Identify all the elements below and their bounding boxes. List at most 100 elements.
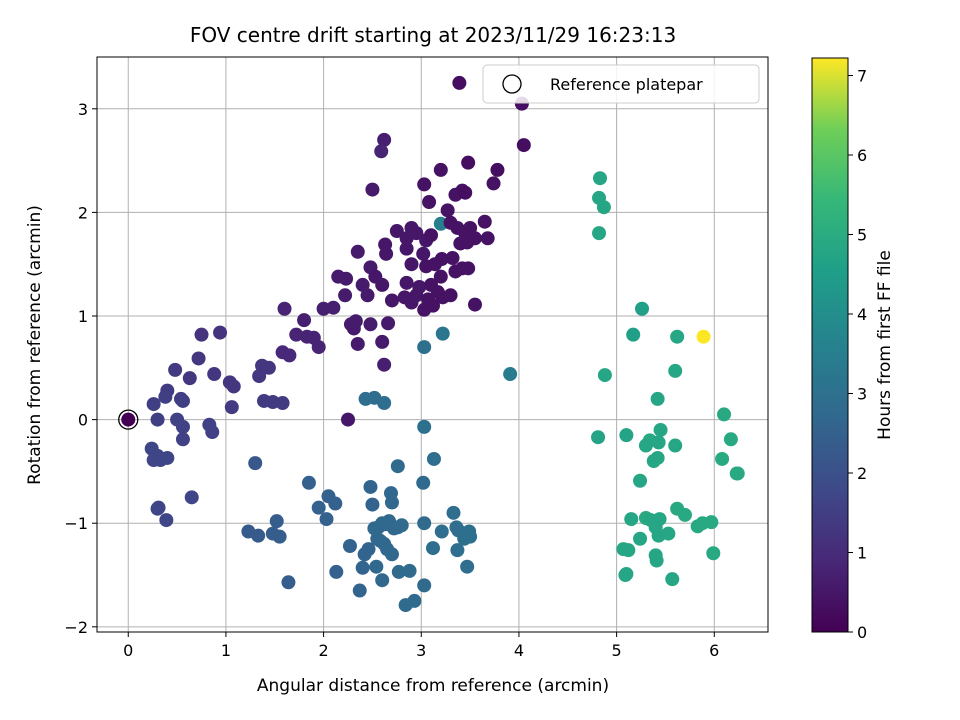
- scatter-point: [289, 327, 304, 342]
- scatter-point: [417, 177, 432, 192]
- scatter-point: [377, 357, 392, 372]
- scatter-point: [422, 195, 437, 210]
- scatter-point: [381, 316, 396, 331]
- scatter-point: [434, 524, 449, 539]
- scatter-point: [182, 371, 197, 386]
- scatter-point: [402, 563, 417, 578]
- scatter-point: [417, 578, 432, 593]
- scatter-point: [194, 327, 209, 342]
- scatter-point: [591, 430, 606, 445]
- scatter-point: [461, 155, 476, 170]
- scatter-point: [417, 302, 432, 317]
- scatter-point: [677, 507, 692, 522]
- colorbar-tick-label: 7: [857, 66, 867, 85]
- scatter-point: [621, 543, 636, 558]
- scatter-point: [490, 162, 505, 177]
- scatter-point: [384, 495, 399, 510]
- legend-box: [482, 64, 760, 104]
- scatter-point: [281, 575, 296, 590]
- scatter-point: [460, 235, 475, 250]
- colorbar-tick-label: 2: [857, 464, 867, 483]
- colorbar-tick-label: 5: [857, 225, 867, 244]
- scatter-point: [269, 514, 284, 529]
- scatter-point: [433, 162, 448, 177]
- scatter-point: [715, 451, 730, 466]
- data-points: [118, 75, 745, 613]
- scatter-point: [649, 553, 664, 568]
- scatter-point: [363, 479, 378, 494]
- scatter-point: [150, 412, 165, 427]
- scatter-point: [425, 541, 440, 556]
- scatter-point: [706, 546, 721, 561]
- y-tick-label: 2: [78, 203, 88, 222]
- colorbar-tick-label: 4: [857, 305, 867, 324]
- scatter-point: [461, 261, 476, 276]
- scatter-point: [329, 564, 344, 579]
- scatter-point: [460, 559, 475, 574]
- y-axis-label: Rotation from reference (arcmin): [25, 205, 45, 485]
- x-tick-label: 1: [221, 641, 231, 660]
- scatter-point: [175, 419, 190, 434]
- scatter-point: [729, 466, 744, 481]
- scatter-point: [375, 277, 390, 292]
- y-axis-ticks: −2 −1 0 1 2 3: [64, 100, 97, 637]
- scatter-point: [638, 438, 653, 453]
- scatter-point: [159, 513, 174, 528]
- scatter-point: [458, 185, 473, 200]
- scatter-point: [175, 393, 190, 408]
- scatter-point: [390, 459, 405, 474]
- scatter-point: [593, 171, 608, 186]
- scatter-point: [384, 547, 399, 562]
- scatter-point: [361, 542, 376, 557]
- scatter-point: [379, 246, 394, 261]
- scatter-point: [311, 500, 326, 515]
- scatter-point: [158, 389, 173, 404]
- scatter-point: [668, 363, 683, 378]
- scatter-point: [326, 300, 341, 315]
- x-tick-label: 4: [514, 641, 524, 660]
- scatter-point: [375, 573, 390, 588]
- scatter-point: [516, 138, 531, 153]
- colorbar-tick-label: 6: [857, 146, 867, 165]
- colorbar-ticks: 0 1 2 3 4 5 6 7: [848, 66, 867, 642]
- scatter-point: [338, 288, 353, 303]
- scatter-point: [184, 490, 199, 505]
- legend-label-reference: Reference platepar: [550, 75, 703, 94]
- scatter-point: [424, 228, 439, 243]
- x-tick-label: 5: [612, 641, 622, 660]
- colorbar-gradient: [811, 57, 849, 633]
- scatter-point: [275, 396, 290, 411]
- scatter-point: [651, 435, 666, 450]
- scatter-point: [597, 368, 612, 383]
- scatter-point: [205, 425, 220, 440]
- scatter-point: [440, 203, 455, 218]
- scatter-point: [377, 396, 392, 411]
- plot-frame: [96, 56, 769, 633]
- scatter-point: [251, 528, 266, 543]
- scatter-point: [407, 593, 422, 608]
- scatter-point: [375, 334, 390, 349]
- legend: Reference platepar: [482, 64, 760, 104]
- scatter-point: [365, 182, 380, 197]
- scatter-point: [635, 301, 650, 316]
- x-tick-label: 0: [123, 641, 133, 660]
- scatter-point: [462, 524, 477, 539]
- scatter-point: [618, 568, 633, 583]
- scatter-point: [477, 214, 492, 229]
- scatter-point: [365, 497, 380, 512]
- scatter-point: [342, 539, 357, 554]
- scatter-point: [443, 288, 458, 303]
- scatter-point: [467, 297, 482, 312]
- scatter-point: [355, 560, 370, 575]
- y-tick-label: −2: [64, 618, 88, 637]
- y-tick-label: 3: [78, 100, 88, 119]
- scatter-point: [399, 275, 414, 290]
- reference-point-fill: [121, 412, 136, 427]
- scatter-point: [665, 572, 680, 587]
- scatter-point: [696, 329, 711, 344]
- scatter-point: [374, 144, 389, 159]
- scatter-point: [339, 271, 354, 286]
- colorbar-tick-label: 1: [857, 543, 867, 562]
- scatter-point: [596, 200, 611, 215]
- scatter-point: [346, 321, 361, 336]
